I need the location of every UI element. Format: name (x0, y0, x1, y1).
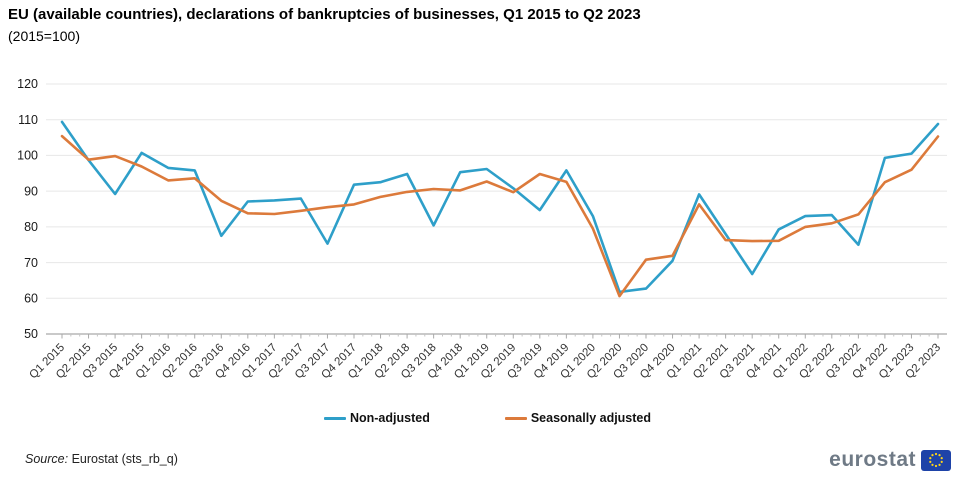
y-tick-label: 80 (24, 220, 38, 234)
series-line-seasonally-adjusted (60, 134, 940, 298)
seasonally-adjusted-line-swatch (504, 416, 527, 420)
source-prefix: Source: (25, 452, 69, 466)
legend-label: Non-adjusted (349, 411, 430, 425)
legend-item-non-adjusted: Non-adjusted (323, 411, 430, 425)
y-tick-label: 60 (24, 291, 38, 305)
y-tick-label: 110 (18, 113, 38, 127)
source-text: Eurostat (sts_rb_q) (71, 452, 178, 466)
chart-title: EU (available countries), declarations o… (8, 6, 641, 23)
y-tick-label: 120 (17, 77, 38, 91)
gridlines (46, 83, 947, 299)
x-axis-ticks (61, 334, 939, 339)
y-tick-label: 100 (17, 149, 38, 163)
y-tick-label: 50 (24, 327, 38, 341)
eu-stars-icon (929, 452, 943, 468)
non-adjusted-line-swatch (323, 416, 346, 420)
legend-label: Seasonally adjusted (530, 411, 652, 425)
y-tick-label: 90 (24, 184, 38, 198)
y-axis-labels: 50 60 70 80 90 100 110 120 (17, 77, 38, 341)
y-tick-label: 70 (24, 256, 38, 270)
eurostat-logo-text: eurostat (829, 448, 916, 471)
eu-flag-icon (921, 449, 951, 471)
eurostat-logo: eurostat (829, 448, 951, 472)
legend-item-seasonally-adjusted: Seasonally adjusted (504, 411, 652, 425)
chart-subtitle: (2015=100) (8, 28, 81, 44)
chart-legend: Non-adjusted Seasonally adjusted (0, 411, 975, 425)
series-line-non-adjusted (60, 120, 940, 294)
source-note: Source: Eurostat (sts_rb_q) (25, 452, 178, 466)
